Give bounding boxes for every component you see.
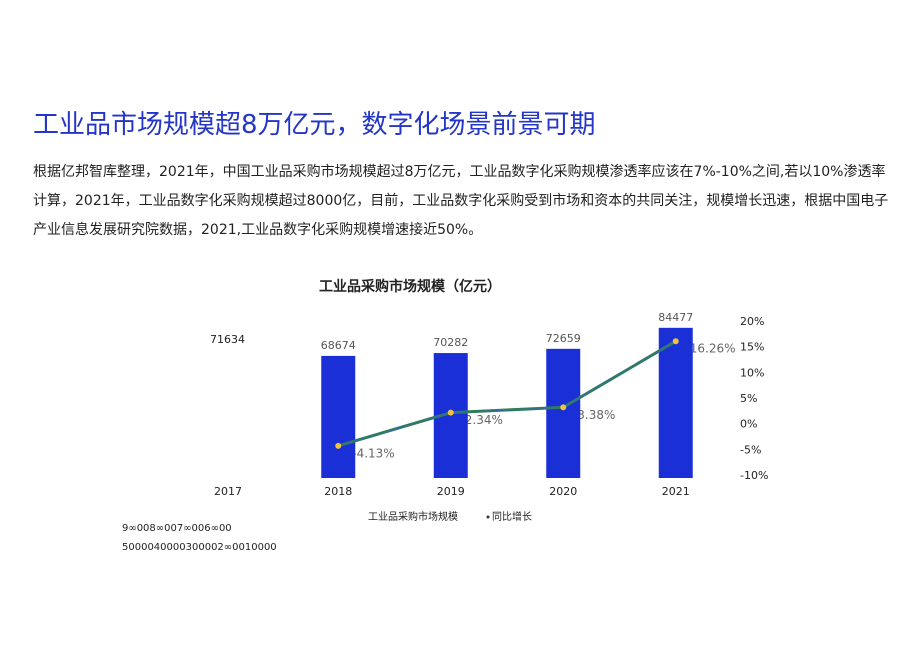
legend-label: 同比增长 bbox=[492, 510, 532, 523]
bar bbox=[321, 355, 356, 478]
chart-title: 工业品采购市场规模（亿元） bbox=[319, 278, 501, 295]
x-tick-label: 2019 bbox=[437, 485, 465, 498]
x-tick-label: 2018 bbox=[324, 485, 352, 498]
y2-tick-label: 5% bbox=[740, 392, 757, 405]
stray-text: 5000040000300002∞0010000 bbox=[122, 542, 277, 553]
line-dash bbox=[338, 340, 677, 447]
y2-tick-label: 0% bbox=[740, 418, 757, 431]
data-label: 72659 bbox=[546, 332, 581, 345]
data-label: 16.26% bbox=[690, 342, 736, 356]
y2-tick-label: 15% bbox=[740, 341, 764, 354]
y2-tick-label: -10% bbox=[740, 469, 768, 482]
legend-label: 工业品采购市场规模 bbox=[368, 510, 458, 523]
bar bbox=[546, 348, 581, 478]
y2-tick-label: 10% bbox=[740, 366, 764, 379]
legend-marker bbox=[486, 515, 490, 519]
data-label: 84477 bbox=[658, 311, 693, 324]
marker bbox=[447, 409, 454, 416]
x-tick-label: 2020 bbox=[549, 485, 577, 498]
stray-text: 9∞008∞007∞006∞00 bbox=[122, 523, 232, 534]
heading: 工业品市场规模超8万亿元，数字化场景前景可期 bbox=[33, 110, 596, 140]
marker bbox=[335, 442, 342, 449]
data-label: 70282 bbox=[433, 336, 468, 349]
marker bbox=[672, 338, 679, 345]
marker bbox=[560, 404, 567, 411]
y2-tick-label: -5% bbox=[740, 443, 761, 456]
data-label: 68674 bbox=[321, 339, 356, 352]
data-label: -4.13% bbox=[352, 446, 394, 460]
data-label: 3.38% bbox=[577, 408, 615, 422]
stray-text: 71634 bbox=[210, 333, 245, 346]
y2-tick-label: 20% bbox=[740, 315, 764, 328]
data-label: 2.34% bbox=[465, 413, 503, 427]
paragraph: 根据亿邦智库整理，2021年，中国工业品采购市场规模超过8万亿元，工业品数字化采… bbox=[33, 164, 889, 238]
line bbox=[337, 339, 677, 448]
stray-text: 2017 bbox=[214, 485, 242, 498]
x-tick-label: 2021 bbox=[662, 485, 690, 498]
bar bbox=[658, 327, 693, 478]
